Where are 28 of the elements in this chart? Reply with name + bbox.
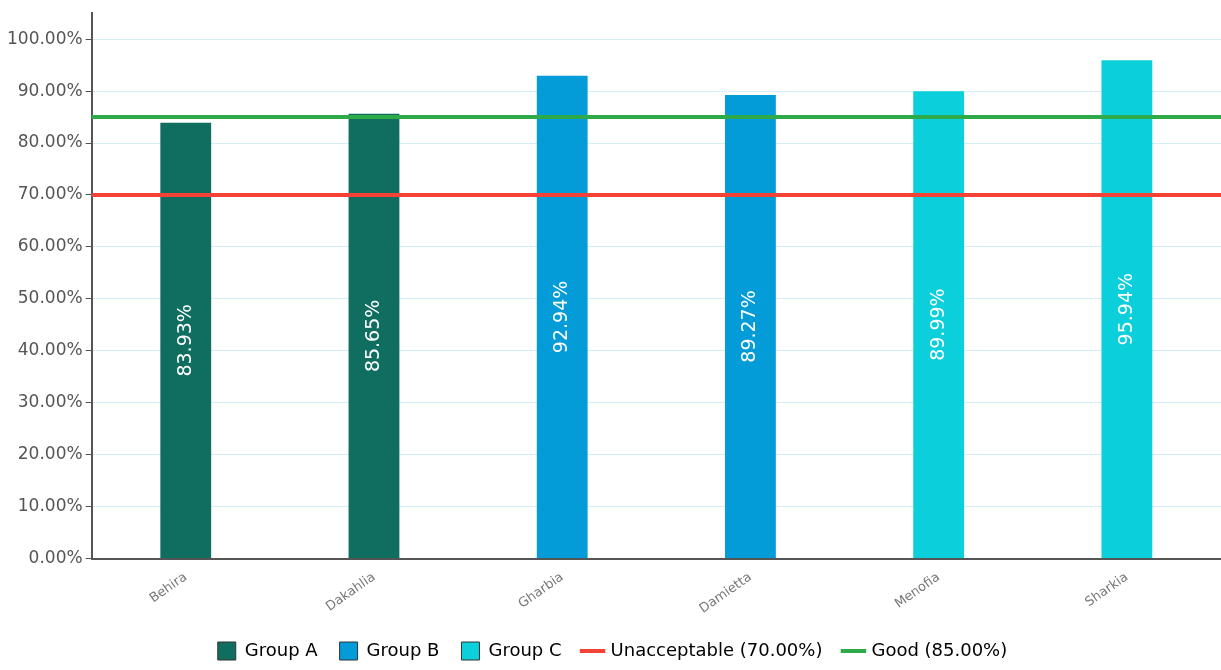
- legend-label: Group B: [366, 638, 440, 660]
- legend-label: Group A: [244, 638, 319, 660]
- text: 85.65%: [360, 299, 383, 373]
- y-tick-label: 40.00%: [17, 339, 83, 360]
- text: 83.93%: [172, 304, 195, 377]
- y-tick-label: 90.00%: [17, 79, 83, 100]
- y-tick-label: 60.00%: [17, 235, 83, 256]
- legend-label: Group C: [488, 638, 562, 660]
- text: 89.99%: [925, 288, 948, 361]
- bar: [1101, 60, 1153, 559]
- bar: [160, 122, 212, 559]
- legend-label: Good (85.00%): [871, 638, 1008, 660]
- text: 89.27%: [737, 290, 760, 363]
- bar: [913, 91, 965, 559]
- text: 92.94%: [549, 280, 572, 354]
- y-tick-label: 20.00%: [17, 443, 83, 464]
- bar: [725, 94, 776, 559]
- y-tick-label: 30.00%: [17, 391, 83, 412]
- bar: [348, 113, 400, 559]
- y-tick-label: 70.00%: [17, 183, 83, 204]
- y-tick-label: 100.00%: [7, 27, 83, 48]
- y-tick-label: 50.00%: [17, 287, 83, 308]
- y-tick-label: 10.00%: [17, 495, 83, 516]
- bar: [536, 75, 588, 559]
- y-tick-label: 80.00%: [17, 131, 83, 152]
- text: 95.94%: [1113, 272, 1136, 346]
- legend-label: Unacceptable (70.00%): [610, 638, 823, 660]
- y-tick-label: 0.00%: [28, 546, 83, 567]
